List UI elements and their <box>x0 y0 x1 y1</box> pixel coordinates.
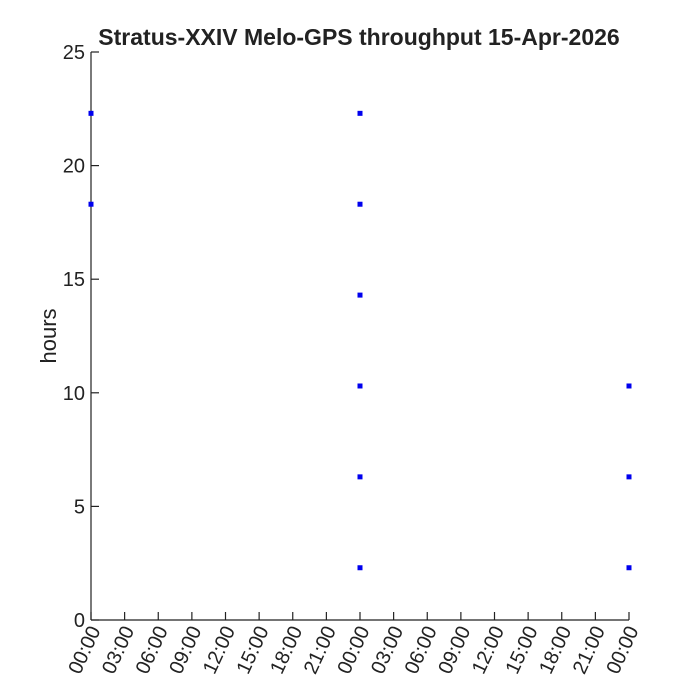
y-tick-label: 20 <box>63 156 85 178</box>
chart-title: Stratus-XXIV Melo-GPS throughput 15-Apr-… <box>98 24 619 50</box>
y-axis-ticks: 0 5 10 15 20 25 <box>63 42 99 632</box>
data-point <box>626 474 632 480</box>
y-tick-label: 0 <box>74 610 85 632</box>
data-point <box>357 474 363 480</box>
y-tick-label: 25 <box>63 42 85 64</box>
data-point <box>357 201 363 207</box>
data-point <box>357 383 363 389</box>
data-point <box>357 110 363 116</box>
y-tick-label: 10 <box>63 383 85 405</box>
data-point <box>88 201 94 207</box>
data-point <box>626 383 632 389</box>
data-point <box>357 292 363 298</box>
x-tick-label: 00:00 <box>602 623 643 678</box>
y-tick-label: 5 <box>74 496 85 518</box>
data-point <box>88 110 94 116</box>
data-points <box>88 110 632 571</box>
data-point <box>626 565 632 571</box>
y-axis-label: hours <box>36 308 61 363</box>
data-point <box>357 565 363 571</box>
x-axis-ticks: 00:0003:0006:0009:0012:0015:0018:0021:00… <box>64 612 644 678</box>
y-tick-label: 15 <box>63 269 85 291</box>
